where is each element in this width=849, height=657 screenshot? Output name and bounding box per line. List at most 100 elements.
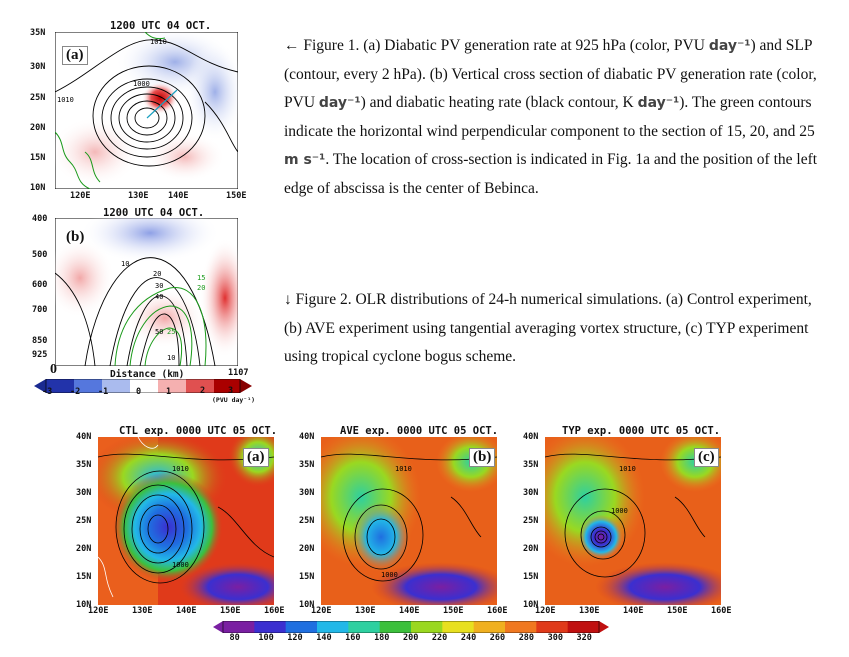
colorbar-segment — [102, 379, 130, 393]
fig2-xtick: 160E — [711, 606, 732, 616]
fig2-colorbar-tick: 120 — [287, 633, 303, 643]
panel-b-cross-section: 10 20 30 40 15 20 50 25 10 — [55, 218, 238, 366]
colorbar-segment — [254, 621, 287, 633]
panel-a-ytick: 20N — [30, 123, 46, 133]
fig2-panel-a-contour-label: 1010 — [172, 465, 189, 473]
fig2-panel-b-title: AVE exp. 0000 UTC 05 OCT. — [340, 425, 499, 437]
fig2-colorbar-tick: 100 — [258, 633, 274, 643]
figure2-colorbar — [213, 621, 609, 633]
fig2-ytick: 35N — [523, 460, 539, 470]
panel-b-x-end: 1107 — [228, 368, 249, 378]
figure1-caption-part2: ) and SLP (contour, every 2 hPa). (b) Ve… — [284, 37, 817, 111]
fig2-xtick: 150E — [220, 606, 241, 616]
fig2-xtick: 130E — [579, 606, 600, 616]
figure1-caption-part5: . The location of cross-section is indic… — [284, 151, 818, 197]
fig2-xtick: 160E — [264, 606, 285, 616]
panel-b-contour-label: 10 — [167, 354, 175, 362]
fig2-colorbar-tick: 220 — [431, 633, 448, 643]
colorbar-segment — [285, 621, 318, 633]
fig2-xtick: 160E — [487, 606, 508, 616]
colorbar-segment — [74, 379, 102, 393]
figure2-caption: ↓ Figure 2. OLR distributions of 24-h nu… — [284, 286, 824, 372]
figure1-colorbar-tick: 2 — [200, 386, 206, 396]
unit-day-1: day⁻¹ — [708, 38, 751, 54]
panel-b-ytick: 400 — [32, 214, 48, 224]
fig2-ytick: 10N — [299, 600, 315, 610]
figure1-colorbar — [34, 379, 252, 393]
colorbar-segment — [348, 621, 381, 633]
panel-b-contour-label: 15 — [197, 274, 205, 282]
panel-a-contour-label: 1010 — [150, 38, 167, 46]
unit-day-2: day⁻¹ — [318, 95, 361, 111]
panel-b-x-start: 0 — [50, 362, 57, 377]
panel-a-contour-label: 1000 — [133, 80, 150, 88]
panel-b-ytick: 700 — [32, 305, 48, 315]
fig2-panel-c-map: 1010 1000 — [545, 437, 721, 605]
panel-a-ytick: 10N — [30, 183, 46, 193]
panel-a-label: (a) — [62, 46, 88, 65]
colorbar-segment — [223, 621, 255, 633]
fig2-panel-b-contour-label: 1000 — [381, 571, 398, 579]
fig2-ytick: 15N — [76, 572, 92, 582]
panel-b-ytick: 850 — [32, 336, 48, 346]
fig2-xtick: 120E — [311, 606, 332, 616]
panel-a-title: 1200 UTC 04 OCT. — [110, 20, 212, 32]
fig2-panel-b-map: 1010 1000 — [321, 437, 497, 605]
fig2-ytick: 35N — [299, 460, 315, 470]
fig2-xtick: 150E — [667, 606, 688, 616]
figure1-caption-part4: ). The green contours indicate the horiz… — [284, 94, 815, 140]
panel-b-contour-label: 30 — [155, 282, 163, 290]
fig2-panel-c-title: TYP exp. 0000 UTC 05 OCT. — [562, 425, 721, 437]
figure1-colorbar-tick: -2 — [70, 387, 81, 397]
fig2-xtick: 140E — [623, 606, 644, 616]
fig2-panel-c-contour-label: 1000 — [611, 507, 628, 515]
figure1-colorbar-tick: 1 — [166, 387, 172, 397]
fig2-xtick: 140E — [176, 606, 197, 616]
colorbar-segment — [186, 379, 214, 393]
fig2-panel-a-title: CTL exp. 0000 UTC 05 OCT. — [119, 425, 278, 437]
fig2-colorbar-tick: 160 — [345, 633, 361, 643]
fig2-colorbar-tick: 80 — [229, 633, 240, 643]
fig2-colorbar-tick: 280 — [518, 633, 535, 643]
fig2-ytick: 40N — [76, 432, 92, 442]
fig2-ytick: 30N — [76, 488, 92, 498]
panel-b-label: (b) — [66, 229, 85, 245]
fig2-xtick: 130E — [132, 606, 153, 616]
fig2-ytick: 15N — [299, 572, 315, 582]
colorbar-segment — [411, 621, 443, 633]
colorbar-segment — [214, 379, 240, 393]
figure1-caption-part3: ) and diabatic heating rate (black conto… — [360, 94, 634, 111]
fig2-ytick: 30N — [299, 488, 315, 498]
fig2-ytick: 40N — [299, 432, 315, 442]
fig2-ytick: 25N — [76, 516, 92, 526]
fig2-ytick: 20N — [523, 544, 539, 554]
colorbar-segment — [379, 621, 412, 633]
fig2-xtick: 140E — [399, 606, 420, 616]
fig2-ytick: 10N — [523, 600, 539, 610]
colorbar-segment — [442, 621, 475, 633]
fig2-panel-b-contour-label: 1010 — [395, 465, 412, 473]
unit-day-3: day⁻¹ — [637, 95, 680, 111]
unit-ms: m s⁻¹ — [284, 152, 326, 168]
fig2-ytick: 20N — [299, 544, 315, 554]
panel-a-map: 1010 1000 1010 — [55, 32, 238, 189]
figure1-colorbar-unit: (PVU day⁻¹) — [212, 396, 256, 404]
panel-a-contour-label: 1010 — [57, 96, 74, 104]
panel-a-ytick: 25N — [30, 93, 46, 103]
figure1-colorbar-tick: 3 — [228, 386, 234, 396]
colorbar-segment — [505, 621, 537, 633]
panel-b-ytick: 925 — [32, 350, 48, 360]
figure1-colorbar-tick: -1 — [98, 387, 109, 397]
panel-b-contour-label: 25 — [167, 328, 175, 336]
fig2-ytick: 25N — [299, 516, 315, 526]
panel-b-contour-label: 40 — [155, 293, 163, 301]
panel-b-contour-label: 20 — [153, 270, 161, 278]
fig2-ytick: 30N — [523, 488, 539, 498]
colorbar-segment — [317, 621, 349, 633]
fig2-colorbar-tick: 300 — [547, 633, 563, 643]
fig2-colorbar-tick: 240 — [460, 633, 477, 643]
colorbar-segment — [46, 379, 74, 393]
panel-b-contour-label: 20 — [197, 284, 205, 292]
colorbar-segment — [130, 379, 158, 393]
fig2-colorbar-tick: 320 — [576, 633, 592, 643]
